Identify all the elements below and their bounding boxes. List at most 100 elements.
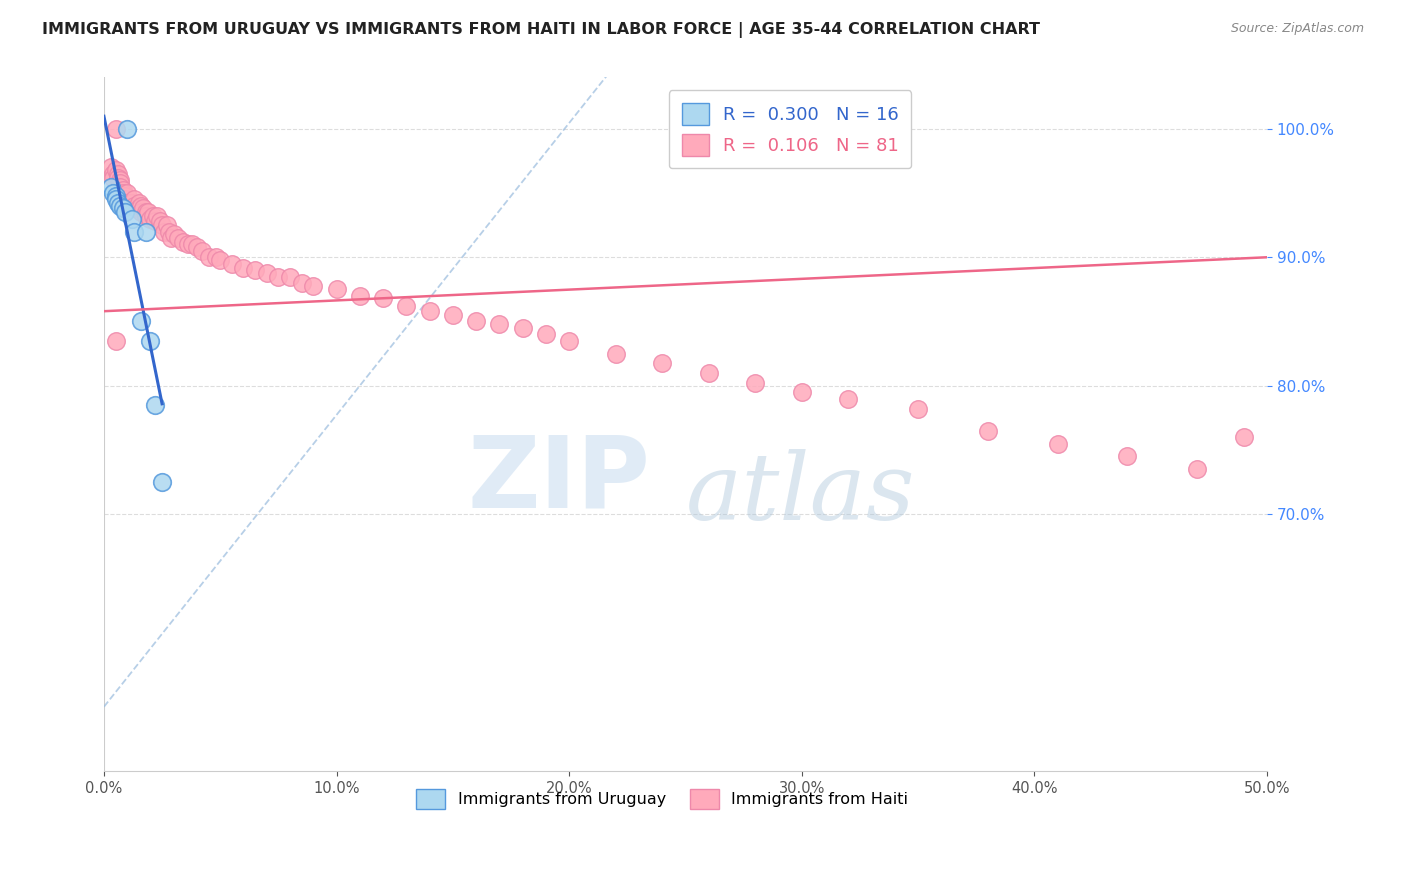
- Point: [156, 218, 179, 232]
- Point: [186, 240, 208, 254]
- Point: [142, 209, 165, 223]
- Point: [157, 225, 180, 239]
- Point: [132, 202, 155, 216]
- Point: [267, 269, 290, 284]
- Point: [122, 225, 145, 239]
- Point: [172, 235, 194, 249]
- Point: [100, 161, 122, 175]
- Point: [1046, 436, 1069, 450]
- Point: [291, 276, 314, 290]
- Point: [104, 193, 127, 207]
- Point: [111, 186, 134, 200]
- Point: [1116, 450, 1139, 464]
- Point: [104, 188, 127, 202]
- Point: [907, 401, 929, 416]
- Point: [349, 289, 371, 303]
- Point: [371, 291, 394, 305]
- Point: [150, 475, 173, 489]
- Point: [121, 196, 143, 211]
- Point: [111, 184, 134, 198]
- Point: [167, 231, 190, 245]
- Point: [108, 176, 131, 190]
- Point: [176, 237, 198, 252]
- Point: [108, 179, 131, 194]
- Point: [122, 193, 145, 207]
- Point: [100, 179, 122, 194]
- Point: [150, 218, 173, 232]
- Point: [128, 202, 150, 216]
- Point: [135, 209, 157, 223]
- Point: [697, 366, 720, 380]
- Point: [122, 199, 145, 213]
- Point: [129, 205, 152, 219]
- Point: [488, 317, 510, 331]
- Point: [605, 346, 627, 360]
- Point: [143, 214, 166, 228]
- Point: [143, 398, 166, 412]
- Point: [302, 278, 325, 293]
- Point: [103, 186, 125, 200]
- Text: IMMIGRANTS FROM URUGUAY VS IMMIGRANTS FROM HAITI IN LABOR FORCE | AGE 35-44 CORR: IMMIGRANTS FROM URUGUAY VS IMMIGRANTS FR…: [42, 22, 1040, 38]
- Point: [146, 209, 169, 223]
- Text: ZIP: ZIP: [468, 431, 651, 528]
- Text: atlas: atlas: [686, 449, 915, 539]
- Point: [125, 202, 148, 216]
- Point: [221, 257, 243, 271]
- Point: [104, 162, 127, 177]
- Point: [129, 199, 152, 213]
- Point: [744, 376, 766, 391]
- Point: [190, 244, 212, 258]
- Point: [115, 121, 138, 136]
- Point: [204, 250, 226, 264]
- Point: [108, 173, 131, 187]
- Point: [107, 167, 129, 181]
- Point: [558, 334, 581, 348]
- Point: [837, 392, 859, 406]
- Point: [115, 186, 138, 200]
- Point: [135, 205, 157, 219]
- Point: [107, 170, 129, 185]
- Point: [136, 205, 159, 219]
- Point: [129, 314, 152, 328]
- Point: [118, 199, 141, 213]
- Point: [534, 327, 557, 342]
- Point: [512, 321, 534, 335]
- Point: [465, 314, 488, 328]
- Point: [153, 225, 176, 239]
- Point: [395, 299, 418, 313]
- Text: Source: ZipAtlas.com: Source: ZipAtlas.com: [1230, 22, 1364, 36]
- Point: [128, 196, 150, 211]
- Point: [419, 304, 441, 318]
- Legend: Immigrants from Uruguay, Immigrants from Haiti: Immigrants from Uruguay, Immigrants from…: [409, 783, 915, 815]
- Point: [115, 196, 138, 211]
- Point: [111, 202, 134, 216]
- Point: [114, 188, 136, 202]
- Point: [790, 385, 813, 400]
- Point: [104, 121, 127, 136]
- Point: [139, 211, 162, 226]
- Point: [243, 263, 266, 277]
- Point: [232, 260, 254, 275]
- Point: [160, 231, 183, 245]
- Point: [181, 237, 204, 252]
- Point: [441, 308, 464, 322]
- Point: [135, 225, 157, 239]
- Point: [114, 205, 136, 219]
- Point: [651, 355, 673, 369]
- Point: [1187, 462, 1209, 476]
- Point: [107, 196, 129, 211]
- Point: [103, 170, 125, 185]
- Point: [108, 199, 131, 213]
- Point: [121, 211, 143, 226]
- Point: [149, 214, 172, 228]
- Point: [977, 424, 1000, 438]
- Point: [104, 334, 127, 348]
- Point: [163, 227, 186, 241]
- Point: [114, 193, 136, 207]
- Point: [197, 250, 219, 264]
- Point: [1233, 430, 1256, 444]
- Point: [325, 282, 347, 296]
- Point: [209, 252, 232, 267]
- Point: [256, 266, 278, 280]
- Point: [103, 167, 125, 181]
